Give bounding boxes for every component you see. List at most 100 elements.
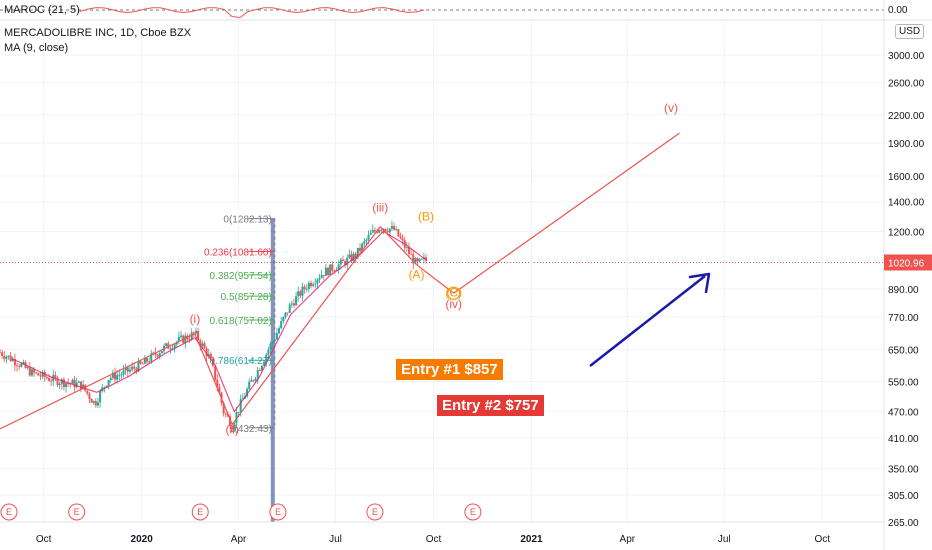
earnings-marker-label: E [275, 507, 281, 517]
candle-body [82, 384, 85, 390]
wave-label: (B) [418, 209, 434, 223]
candle-body [152, 352, 155, 354]
earnings-marker [464, 503, 482, 521]
candle-body [344, 261, 347, 265]
candle-body [256, 370, 259, 379]
candle-body [205, 348, 208, 357]
candle-body [380, 230, 383, 231]
candle-body [339, 259, 342, 265]
time-tick-label: Jul [329, 534, 342, 545]
candle-body [11, 359, 14, 362]
candle-body [122, 370, 125, 375]
candle-body [254, 378, 257, 381]
fib-level-label: 0.382(957.54) [210, 271, 272, 282]
candle-body [292, 303, 295, 306]
candle-body [331, 264, 334, 271]
candle-body [105, 385, 108, 387]
candle-body [222, 402, 225, 414]
candle-body [54, 374, 57, 378]
wave-c-circle [447, 286, 461, 300]
candle-body [99, 391, 102, 403]
candle-body [261, 365, 264, 371]
candle-body [397, 229, 400, 237]
time-tick-label: Oct [36, 534, 52, 545]
candle-body [188, 339, 191, 340]
candle-body [363, 241, 366, 244]
candle-body [114, 372, 117, 380]
candle-body [77, 381, 80, 383]
candle-body [307, 282, 310, 290]
price-tick-label: 1400.00 [888, 198, 925, 209]
candle-body [65, 383, 68, 388]
candle-body [246, 388, 249, 397]
candle-body [111, 372, 114, 378]
candle-body [124, 367, 127, 371]
candle-body [350, 254, 353, 261]
time-tick-label: Oct [814, 534, 830, 545]
candle-body [267, 349, 270, 355]
candle-body [376, 231, 379, 233]
candle-body [18, 365, 21, 367]
candle-body [79, 381, 82, 390]
candle-body [407, 247, 410, 254]
candle-body [369, 232, 372, 236]
currency-button[interactable]: USD [895, 24, 925, 39]
symbol-title[interactable]: MERCADOLIBRE INC, 1D, Cboe BZX [4, 27, 192, 39]
candle-body [303, 286, 306, 290]
candle-body [322, 274, 325, 276]
candle-body [184, 335, 187, 343]
ma-legend[interactable]: MA (9, close) [4, 42, 69, 54]
candle-body [263, 361, 266, 366]
candle-body [282, 317, 285, 321]
candle-body [120, 374, 123, 376]
candle-body [237, 412, 240, 413]
candle-body [28, 367, 31, 376]
price-tick-label: 350.00 [888, 464, 919, 475]
wave-line [453, 132, 680, 294]
price-tick-label: 2200.00 [888, 111, 925, 122]
price-tick-label: 410.00 [888, 434, 919, 445]
candle-body [88, 393, 91, 399]
candle-body [160, 350, 163, 354]
candle-body [116, 375, 119, 380]
candle-body [231, 426, 234, 430]
candle-body [356, 247, 359, 258]
candle-body [141, 363, 144, 365]
price-tick-label: 1600.00 [888, 172, 925, 183]
candle-body [45, 377, 48, 379]
earnings-marker-label: E [6, 507, 12, 517]
candle-body [13, 359, 16, 366]
candle-body [229, 416, 232, 427]
candle-body [327, 267, 330, 275]
candle-body [388, 228, 391, 233]
candle-body [224, 413, 227, 415]
price-tick-label: 770.00 [888, 313, 919, 324]
earnings-marker [0, 503, 18, 521]
candle-body [148, 361, 151, 363]
candle-body [361, 243, 364, 251]
candle-body [367, 235, 370, 240]
candle-body [167, 343, 170, 349]
earnings-marker [366, 503, 384, 521]
candle-body [425, 257, 428, 260]
candle-body [86, 390, 89, 394]
time-axis: Oct 2020 Apr Jul Oct 2021 Apr Jul Oct [0, 521, 884, 545]
candle-body [26, 367, 29, 369]
earnings-marker-label: E [197, 507, 203, 517]
candle-body [5, 356, 8, 359]
last-price-tag [884, 254, 932, 271]
candle-body [309, 282, 312, 287]
candle-body [165, 343, 168, 346]
earnings-marker [68, 503, 86, 521]
candle-body [37, 372, 40, 376]
candle-body [35, 372, 38, 374]
indicator-value-label: 0.00 [888, 5, 908, 16]
candle-body [199, 340, 202, 346]
candle-body [314, 283, 317, 285]
price-tick-label: 550.00 [888, 378, 919, 389]
candle-body [131, 366, 134, 370]
entry-1-badge: Entry #1 $857 [396, 359, 503, 380]
candle-body [41, 371, 44, 377]
